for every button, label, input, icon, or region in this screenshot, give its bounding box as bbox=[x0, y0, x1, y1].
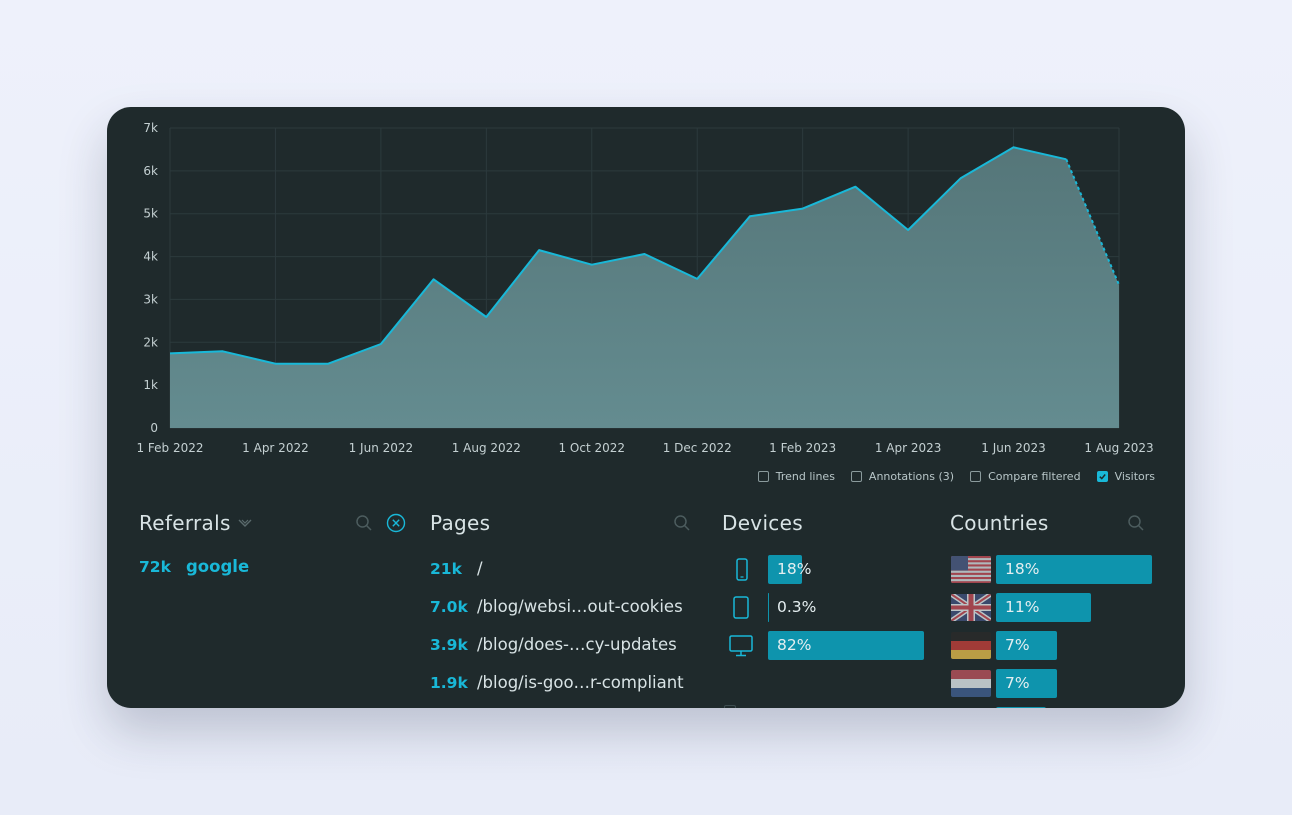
referrals-search-icon[interactable] bbox=[354, 513, 374, 533]
visitors-line bbox=[169, 146, 1067, 365]
trend-lines-checkbox[interactable] bbox=[757, 471, 769, 482]
x-tick-label: 1 Aug 2023 bbox=[1084, 441, 1153, 455]
y-tick-label: 3k bbox=[143, 292, 158, 306]
page-count: 21k bbox=[430, 559, 462, 578]
page-row[interactable]: 7.0k /blog/websi…out-cookies bbox=[430, 597, 683, 616]
referrals-dropdown[interactable]: Referrals bbox=[139, 511, 253, 535]
chevron-down-icon bbox=[238, 519, 252, 527]
y-tick-label: 6k bbox=[143, 164, 158, 178]
countries-title: Countries bbox=[950, 511, 1049, 535]
pages-search-icon[interactable] bbox=[672, 513, 692, 533]
country-bar[interactable] bbox=[996, 593, 1091, 622]
annotations-checkbox[interactable] bbox=[850, 471, 862, 482]
devices-title: Devices bbox=[722, 511, 803, 535]
analytics-card: 0 1k 2k 3k 4k 5k 6k 7k 1 Feb 2022 1 Apr 2022 1 Jun… bbox=[107, 107, 1185, 708]
check-icon bbox=[1098, 474, 1106, 480]
referral-count: 72k bbox=[139, 557, 171, 576]
device-share: 18% bbox=[777, 560, 812, 578]
visitors-area bbox=[170, 147, 1119, 429]
page-path: / bbox=[477, 559, 483, 578]
country-share: 7% bbox=[1005, 636, 1030, 654]
page-count: 1.9k bbox=[430, 673, 468, 692]
country-share: 7% bbox=[1005, 674, 1030, 692]
referrals-panel: Referrals bbox=[139, 511, 253, 535]
countries-search-icon[interactable] bbox=[1126, 513, 1146, 533]
device-share: 82% bbox=[777, 636, 812, 654]
device-share: 0.3% bbox=[777, 598, 817, 616]
compare-filtered-checkbox[interactable] bbox=[970, 471, 982, 482]
country-bar[interactable] bbox=[996, 669, 1057, 698]
y-tick-label: 5k bbox=[143, 207, 158, 221]
y-tick-label: 7k bbox=[143, 121, 158, 135]
country-share: 18% bbox=[1005, 560, 1040, 578]
pages-title: Pages bbox=[430, 511, 491, 535]
x-tick-label: 1 Dec 2022 bbox=[663, 441, 732, 455]
page-row[interactable]: 1.9k /blog/is-goo…r-compliant bbox=[430, 673, 684, 692]
visitors-line-partial bbox=[1065, 158, 1120, 286]
devices-panel: Devices bbox=[722, 511, 803, 535]
tablet-icon bbox=[733, 596, 749, 619]
country-share: 11% bbox=[1005, 598, 1040, 616]
x-tick-label: 1 Apr 2023 bbox=[875, 441, 942, 455]
trend-lines-toggle[interactable]: Trend lines bbox=[757, 470, 835, 483]
x-tick-label: 1 Jun 2022 bbox=[349, 441, 414, 455]
referrals-title: Referrals bbox=[139, 511, 231, 535]
pages-panel: Pages bbox=[430, 511, 490, 535]
smartphone-icon bbox=[736, 558, 748, 581]
device-bar[interactable] bbox=[768, 555, 802, 584]
pages-actions bbox=[672, 513, 692, 533]
x-tick-label: 1 Feb 2022 bbox=[136, 441, 203, 455]
y-tick-label: 4k bbox=[143, 250, 158, 264]
referrals-actions bbox=[354, 513, 406, 533]
referral-label: google bbox=[186, 557, 250, 576]
gb-flag-icon bbox=[951, 594, 991, 621]
x-tick-label: 1 Apr 2022 bbox=[242, 441, 309, 455]
country-bar[interactable] bbox=[996, 631, 1057, 660]
nl-flag-icon bbox=[951, 670, 991, 697]
x-tick-label: 1 Aug 2022 bbox=[452, 441, 521, 455]
x-tick-label: 1 Oct 2022 bbox=[558, 441, 625, 455]
visitors-toggle[interactable]: Visitors bbox=[1096, 470, 1155, 483]
country-bar[interactable] bbox=[996, 555, 1152, 584]
page-path: /blog/websi…out-cookies bbox=[477, 597, 683, 616]
visitors-label: Visitors bbox=[1114, 470, 1155, 483]
y-tick-label: 0 bbox=[150, 421, 158, 435]
annotations-toggle[interactable]: Annotations (3) bbox=[850, 470, 955, 483]
page-path: /blog/is-goo…r-compliant bbox=[477, 673, 684, 692]
compare-filtered-toggle[interactable]: Compare filtered bbox=[970, 470, 1081, 483]
trend-lines-label: Trend lines bbox=[775, 470, 835, 483]
countries-panel: Countries bbox=[950, 511, 1049, 535]
device-bar[interactable] bbox=[768, 631, 924, 660]
page-count: 3.9k bbox=[430, 635, 468, 654]
chart-legend: Trend lines Annotations (3) Compare filt… bbox=[757, 470, 1155, 483]
y-tick-label: 2k bbox=[143, 335, 158, 349]
y-tick-label: 1k bbox=[143, 378, 158, 392]
page-path: /blog/does-…cy-updates bbox=[477, 635, 677, 654]
visitors-area-chart: 0 1k 2k 3k 4k 5k 6k 7k 1 Feb 2022 1 Apr 2022 1 Jun… bbox=[136, 121, 1153, 455]
us-flag-icon bbox=[951, 556, 991, 583]
compare-filtered-label: Compare filtered bbox=[988, 470, 1081, 483]
de-flag-icon bbox=[951, 632, 991, 659]
visitors-checkbox[interactable] bbox=[1096, 471, 1108, 482]
page-row[interactable]: 21k / bbox=[430, 559, 483, 578]
country-bar-partial bbox=[996, 707, 1046, 708]
desktop-icon bbox=[729, 635, 753, 657]
page-row[interactable]: 3.9k /blog/does-…cy-updates bbox=[430, 635, 677, 654]
x-tick-label: 1 Feb 2023 bbox=[769, 441, 836, 455]
clear-filter-icon[interactable] bbox=[386, 513, 406, 533]
x-tick-label: 1 Jun 2023 bbox=[981, 441, 1046, 455]
countries-actions bbox=[1126, 513, 1146, 533]
device-bar[interactable] bbox=[768, 593, 769, 622]
annotations-label: Annotations (3) bbox=[868, 470, 955, 483]
partial-device-icon bbox=[724, 705, 736, 708]
referral-row[interactable]: 72k google bbox=[139, 557, 249, 576]
page-count: 7.0k bbox=[430, 597, 468, 616]
